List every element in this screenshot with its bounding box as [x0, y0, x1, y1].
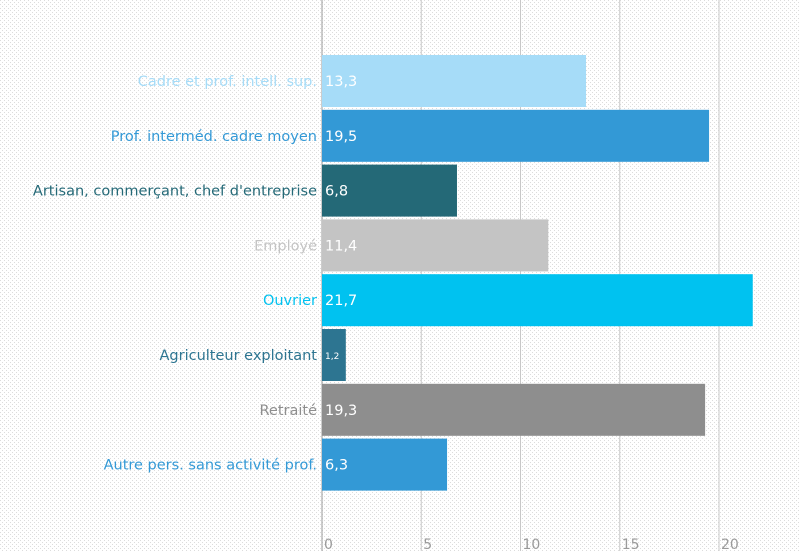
value-label: 11,4: [325, 238, 357, 254]
x-tick-label: 15: [622, 537, 640, 551]
category-label: Ouvrier: [263, 293, 317, 309]
category-label: Agriculteur exploitant: [160, 348, 318, 364]
category-label: Cadre et prof. intell. sup.: [138, 74, 317, 90]
bar: [322, 438, 448, 491]
x-tick-label: 10: [523, 537, 541, 551]
bar: [322, 274, 753, 327]
category-label: Retraité: [259, 403, 317, 419]
value-label: 19,5: [325, 129, 357, 145]
value-label: 21,7: [325, 293, 357, 309]
value-labels: 13,3 19,5 6,8 11,4 21,7 1,2 19,3 6,3: [325, 74, 357, 474]
bar: [322, 329, 346, 381]
bar: [322, 55, 587, 107]
bar: [322, 164, 457, 217]
category-label: Prof. interméd. cadre moyen: [111, 129, 317, 145]
category-label: Autre pers. sans activité prof.: [104, 458, 317, 474]
value-label: 1,2: [325, 352, 339, 362]
category-label: Artisan, commerçant, chef d'entreprise: [33, 184, 317, 200]
value-label: 6,3: [325, 458, 348, 474]
x-tick-label: 0: [324, 537, 333, 551]
value-label: 6,8: [325, 184, 348, 200]
value-label: 13,3: [325, 74, 357, 90]
category-labels: Cadre et prof. intell. sup. Prof. intermé…: [33, 74, 317, 474]
x-axis-ticks: 0 5 10 15 20: [324, 537, 739, 551]
bar: [322, 219, 549, 272]
category-label: Employé: [254, 238, 317, 254]
bars: [322, 55, 753, 491]
value-label: 19,3: [325, 403, 357, 419]
x-tick-label: 20: [721, 537, 739, 551]
bar: [322, 109, 710, 162]
bar: [322, 383, 706, 436]
x-tick-label: 5: [423, 537, 432, 551]
